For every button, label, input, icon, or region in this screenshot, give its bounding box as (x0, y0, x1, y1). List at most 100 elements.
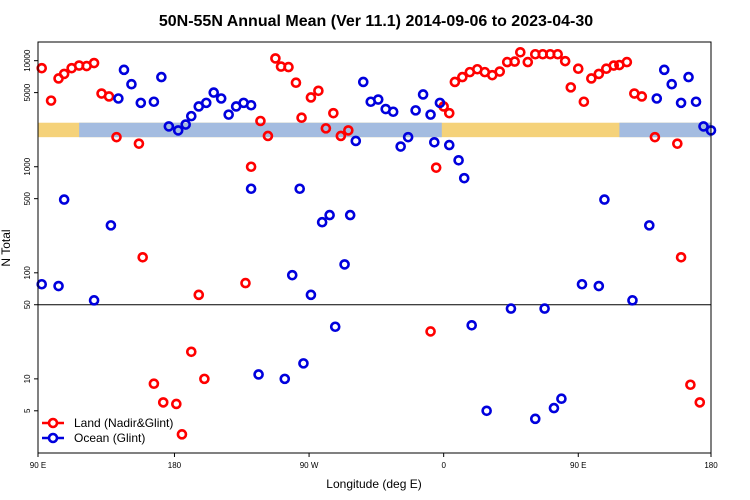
point-s0-23 (262, 130, 274, 142)
point-s1-53 (505, 303, 517, 314)
point-s1-14 (185, 110, 197, 122)
point-s1-63 (651, 93, 663, 104)
ocean-band-1 (619, 122, 711, 138)
point-s1-69 (698, 121, 709, 132)
point-s1-66 (675, 97, 687, 109)
point-s1-17 (208, 87, 220, 98)
point-s1-28 (298, 358, 309, 369)
point-s0-69 (685, 379, 696, 391)
point-s1-19 (223, 109, 234, 120)
point-s1-49 (453, 155, 464, 166)
point-s0-32 (328, 107, 339, 119)
point-s0-49 (522, 56, 534, 68)
point-s1-43 (410, 105, 421, 116)
point-s1-65 (666, 78, 678, 90)
point-s0-3 (58, 68, 70, 80)
point-s1-31 (324, 209, 335, 221)
land-ocean-band (38, 122, 711, 138)
point-s0-53 (552, 48, 564, 60)
point-s0-27 (290, 77, 302, 88)
y-tick-label-4: 500 (23, 191, 32, 205)
point-s1-44 (417, 89, 429, 100)
y-tick-label-3: 100 (23, 266, 32, 280)
point-s1-22 (245, 99, 257, 111)
point-s1-48 (443, 139, 455, 151)
point-s0-48 (515, 46, 526, 58)
point-s0-30 (313, 85, 324, 97)
point-s1-24 (253, 369, 264, 380)
data-points (36, 46, 717, 440)
point-s1-10 (156, 71, 167, 83)
point-s1-68 (690, 96, 702, 108)
point-s0-47 (509, 56, 521, 67)
point-s0-57 (578, 96, 590, 108)
point-s1-56 (548, 402, 560, 414)
point-s1-9 (148, 96, 160, 108)
point-s1-46 (429, 136, 440, 148)
point-s1-4 (105, 220, 117, 231)
point-s0-56 (572, 63, 584, 75)
point-s1-45 (425, 109, 436, 120)
point-s0-35 (425, 326, 436, 337)
series-0 (36, 46, 706, 440)
point-s1-67 (683, 71, 694, 83)
point-s0-19 (199, 373, 210, 385)
point-s0-22 (255, 115, 266, 127)
point-s1-64 (658, 64, 670, 76)
point-s1-18 (215, 93, 227, 104)
point-s0-45 (494, 66, 506, 77)
point-s1-29 (305, 289, 317, 301)
point-s1-61 (627, 295, 638, 306)
x-tick-label-4: 90 E (570, 461, 586, 470)
y-tick-label-1: 10 (23, 374, 32, 383)
point-s0-0 (36, 62, 48, 74)
point-s0-14 (157, 397, 169, 408)
point-s0-38 (443, 107, 455, 119)
point-s1-54 (529, 413, 541, 425)
x-axis-label: Longitude (deg E) (326, 477, 421, 491)
point-s1-3 (88, 295, 100, 306)
y-tick-label-2: 50 (23, 300, 32, 309)
point-s1-33 (339, 259, 350, 270)
point-s1-62 (644, 220, 655, 231)
point-s0-68 (675, 252, 687, 263)
point-s0-39 (449, 76, 461, 88)
point-s1-27 (294, 183, 306, 195)
point-s1-12 (172, 125, 184, 136)
point-s0-33 (335, 130, 347, 142)
legend-marker-0 (47, 417, 59, 429)
point-s1-5 (113, 93, 124, 104)
point-s1-8 (135, 97, 147, 109)
point-s0-26 (283, 61, 294, 73)
x-tick-labels: 90 E 180 90 W 0 90 E 180 (30, 453, 718, 470)
point-s1-2 (58, 194, 70, 205)
legend-label-1: Ocean (Glint) (74, 431, 145, 445)
point-s0-10 (111, 131, 122, 143)
y-axis-label: N Total (0, 229, 13, 266)
y-tick-label-5: 1000 (23, 157, 32, 175)
point-s0-18 (193, 289, 205, 301)
point-s0-28 (296, 112, 307, 123)
point-s1-35 (350, 135, 362, 147)
point-s0-36 (430, 162, 442, 173)
x-tick-label-5: 180 (704, 461, 718, 470)
y-tick-labels: 5 10 50 100 500 1000 5000 10000 (23, 49, 38, 413)
point-s0-65 (636, 91, 648, 102)
point-s1-13 (180, 119, 191, 130)
point-s1-38 (372, 94, 384, 105)
point-s0-12 (137, 252, 148, 263)
point-s1-55 (539, 303, 550, 314)
point-s0-55 (565, 82, 577, 93)
point-s1-11 (163, 121, 175, 132)
point-s1-26 (286, 269, 298, 281)
point-s0-29 (305, 92, 317, 103)
series-1 (36, 64, 717, 425)
point-s0-66 (649, 131, 661, 143)
plot-frame (37, 41, 712, 454)
legend-marker-1 (47, 432, 59, 444)
point-s0-54 (559, 55, 571, 67)
point-s1-58 (576, 278, 588, 290)
point-s1-42 (402, 131, 414, 143)
point-s0-34 (343, 125, 354, 136)
